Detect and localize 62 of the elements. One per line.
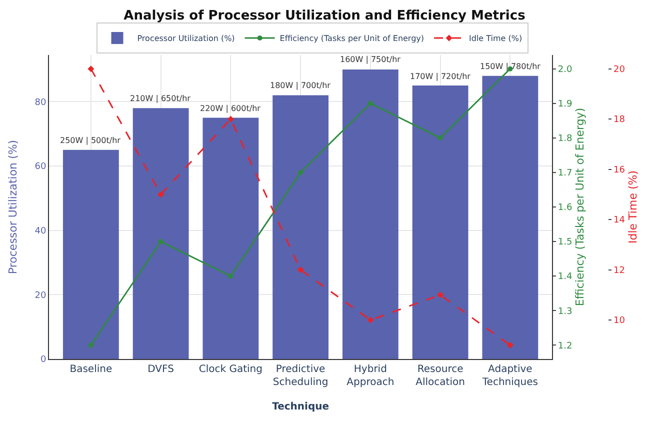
bar: [482, 76, 538, 359]
x-tick-label: DVFS: [148, 364, 174, 375]
point: [227, 116, 234, 122]
x-tick-label: Hybrid Approach: [346, 364, 394, 388]
annotation: 180W | 700t/hr: [270, 81, 332, 90]
y2-tick-label: 2.0: [558, 64, 572, 75]
annotation: 220W | 600t/hr: [200, 104, 262, 113]
y2-tick-label: 1.5: [558, 238, 572, 248]
bar: [412, 86, 468, 359]
y2-tick-label: 1.3: [558, 306, 572, 317]
annotation: 150W | 780t/hr: [480, 62, 542, 71]
annotation: 250W | 500t/hr: [60, 136, 122, 145]
point: [228, 274, 234, 279]
y-tick-label: 80: [34, 98, 46, 108]
y2-tick-label: 1.9: [558, 100, 572, 110]
y-axis-title: Processor Utilization (%): [6, 140, 20, 274]
point: [298, 170, 304, 175]
bar: [272, 95, 328, 359]
chart-title: Analysis of Processor Utilization and Efficiency Metrics: [124, 8, 526, 24]
y2-axis-title: Efficiency (Tasks per Unit of Energy): [574, 108, 587, 306]
point: [367, 316, 374, 324]
point: [368, 100, 373, 106]
bar: [202, 118, 259, 359]
y2-tick-label: 1.2: [558, 341, 572, 352]
y3-tick-label: 18: [613, 115, 626, 126]
annotation: 210W | 650t/hr: [130, 94, 192, 103]
legend-label: Efficiency (Tasks per Unit of Energy): [280, 34, 424, 44]
point: [297, 266, 304, 274]
point: [158, 191, 164, 198]
point: [88, 342, 94, 348]
y3-tick-label: 12: [613, 266, 625, 276]
y3-axis-title: Idle Time (%): [626, 170, 640, 244]
x-tick-label: Adaptive Techniques: [481, 364, 538, 388]
y-tick-label: 40: [34, 226, 46, 236]
x-tick-label: Predictive Scheduling: [272, 364, 328, 388]
bar: [62, 150, 119, 359]
y2-tick-label: 1.6: [558, 203, 572, 214]
point: [158, 239, 164, 244]
annotation: 160W | 750t/hr: [340, 55, 402, 64]
bar: [132, 108, 189, 359]
y3-tick-label: 16: [613, 165, 626, 176]
y2-tick-label: 1.7: [558, 168, 572, 179]
point: [88, 66, 94, 72]
bar: [342, 69, 398, 359]
point: [437, 292, 444, 298]
y3-tick-label: 14: [613, 216, 626, 226]
x-tick-label: Baseline: [70, 364, 112, 375]
legend-label: Idle Time (%): [469, 34, 522, 44]
point: [438, 135, 443, 140]
y-tick-label: 20: [34, 290, 46, 301]
y2-tick-label: 1.8: [558, 134, 572, 144]
legend-label: Processor Utilization (%): [137, 34, 235, 44]
y3-tick-label: 20: [613, 64, 626, 75]
annotation: 170W | 720t/hr: [410, 72, 472, 81]
y-tick-label: 60: [34, 162, 46, 172]
x-tick-label: Clock Gating: [198, 364, 262, 375]
point: [506, 342, 514, 348]
y2-tick-label: 1.4: [558, 272, 572, 282]
y-tick-label: 0: [40, 355, 46, 366]
y3-tick-label: 10: [613, 316, 626, 326]
x-tick-label: Resource Allocation: [416, 364, 465, 388]
x-axis-title: Technique: [272, 402, 330, 412]
